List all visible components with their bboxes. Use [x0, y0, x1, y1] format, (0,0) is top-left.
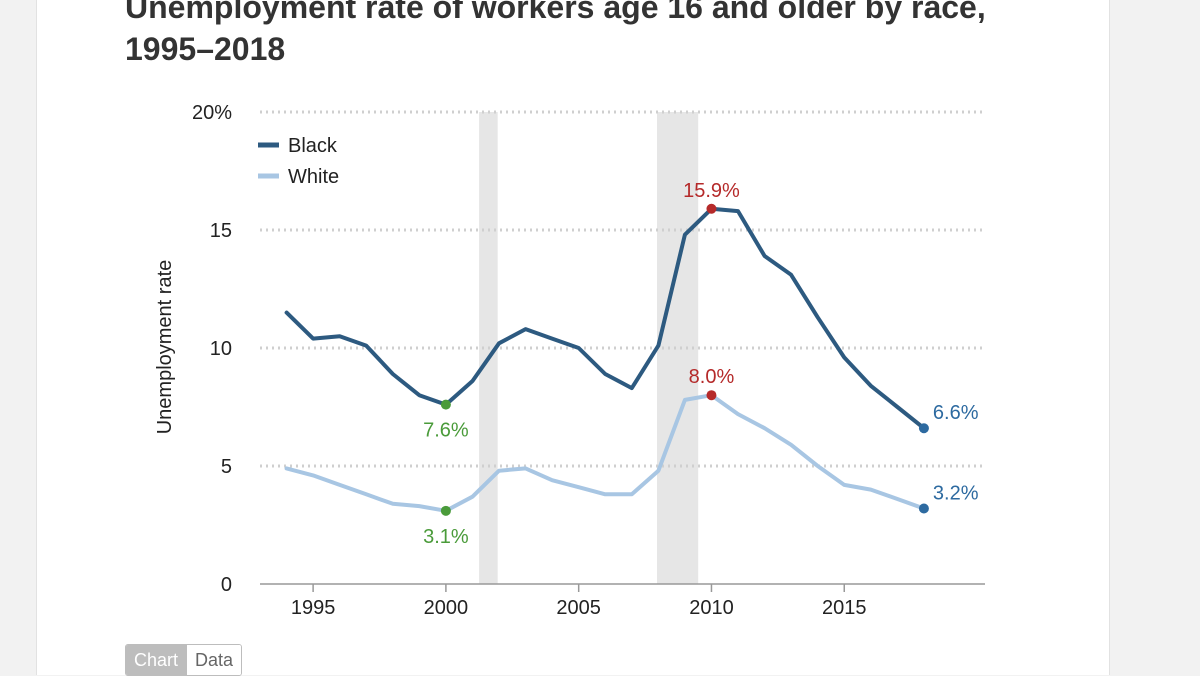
legend-label-white: White [288, 166, 339, 188]
annotation-marker-black-2010 [706, 204, 716, 214]
annotation-marker-white-2010 [706, 390, 716, 400]
chart-view-button[interactable]: Chart [126, 645, 186, 675]
chart-data-toggle: Chart Data [125, 644, 242, 676]
x-tick-label-1995: 1995 [291, 597, 336, 619]
series-line-black [287, 209, 924, 428]
x-tick-label-2010: 2010 [689, 597, 734, 619]
y-tick-label-0: 0 [221, 574, 232, 596]
annotation-marker-black-2018 [919, 423, 929, 433]
annotation-marker-white-2018 [919, 503, 929, 513]
y-tick-label-5: 5 [221, 456, 232, 478]
annotation-label-black-2018: 6.6% [933, 402, 979, 424]
annotation-label-white-2000: 3.1% [423, 526, 469, 548]
annotation-label-white-2010: 8.0% [689, 366, 735, 388]
x-tick-label-2005: 2005 [556, 597, 601, 619]
annotation-label-black-2010: 15.9% [683, 180, 740, 202]
annotation-marker-white-2000 [441, 506, 451, 516]
data-view-button[interactable]: Data [186, 645, 241, 675]
y-tick-label-20%: 20% [192, 102, 232, 124]
y-tick-label-10: 10 [210, 338, 232, 360]
series-line-white [287, 395, 924, 511]
legend-label-black: Black [288, 135, 338, 157]
y-axis-label: Unemployment rate [154, 260, 176, 435]
x-tick-label-2015: 2015 [822, 597, 867, 619]
annotation-marker-black-2000 [441, 400, 451, 410]
annotation-label-black-2000: 7.6% [423, 420, 469, 442]
y-tick-label-15: 15 [210, 220, 232, 242]
x-tick-label-2000: 2000 [424, 597, 469, 619]
annotation-label-white-2018: 3.2% [933, 482, 979, 504]
